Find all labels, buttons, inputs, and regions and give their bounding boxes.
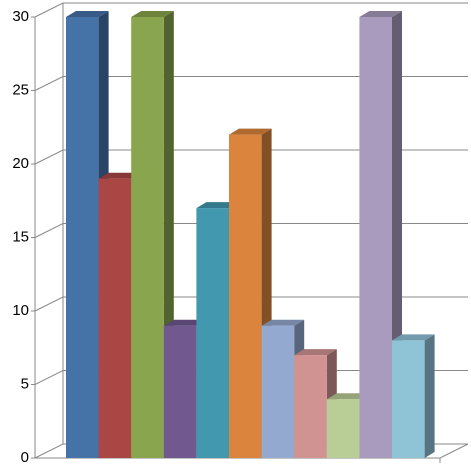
bar-top: [294, 349, 337, 356]
bar: [163, 325, 197, 458]
bar: [229, 134, 262, 458]
grid-line: [34, 223, 468, 238]
grid-line: [34, 296, 468, 312]
y-tick-label: 10: [12, 302, 29, 319]
bar-top: [326, 393, 370, 400]
grid-line: [34, 2, 468, 18]
bar: [196, 208, 229, 458]
bar-side: [424, 334, 435, 458]
bar-top: [392, 334, 435, 341]
grid-line: [34, 76, 468, 91]
bar: [261, 325, 295, 458]
y-tick-label: 30: [12, 8, 29, 25]
bar-top: [229, 128, 272, 135]
y-tick-label: 15: [12, 228, 29, 245]
y-tick-label: 20: [12, 155, 29, 172]
bar: [326, 399, 360, 458]
bar-top: [359, 11, 402, 17]
bar: [131, 17, 164, 458]
bar-top: [163, 319, 207, 326]
bar-top: [261, 319, 305, 326]
bar: [392, 340, 425, 458]
bar: [98, 178, 132, 458]
y-tick-label: 0: [21, 449, 29, 466]
bar-top: [131, 11, 174, 17]
bar-top: [98, 172, 142, 179]
y-tick-label: 25: [12, 81, 29, 98]
bar-top: [196, 202, 239, 209]
bar: [359, 17, 392, 458]
bar: [294, 355, 327, 458]
bar-top: [66, 11, 109, 17]
grid-line: [34, 149, 468, 165]
y-tick-label: 5: [21, 375, 29, 392]
bar: [66, 17, 99, 458]
